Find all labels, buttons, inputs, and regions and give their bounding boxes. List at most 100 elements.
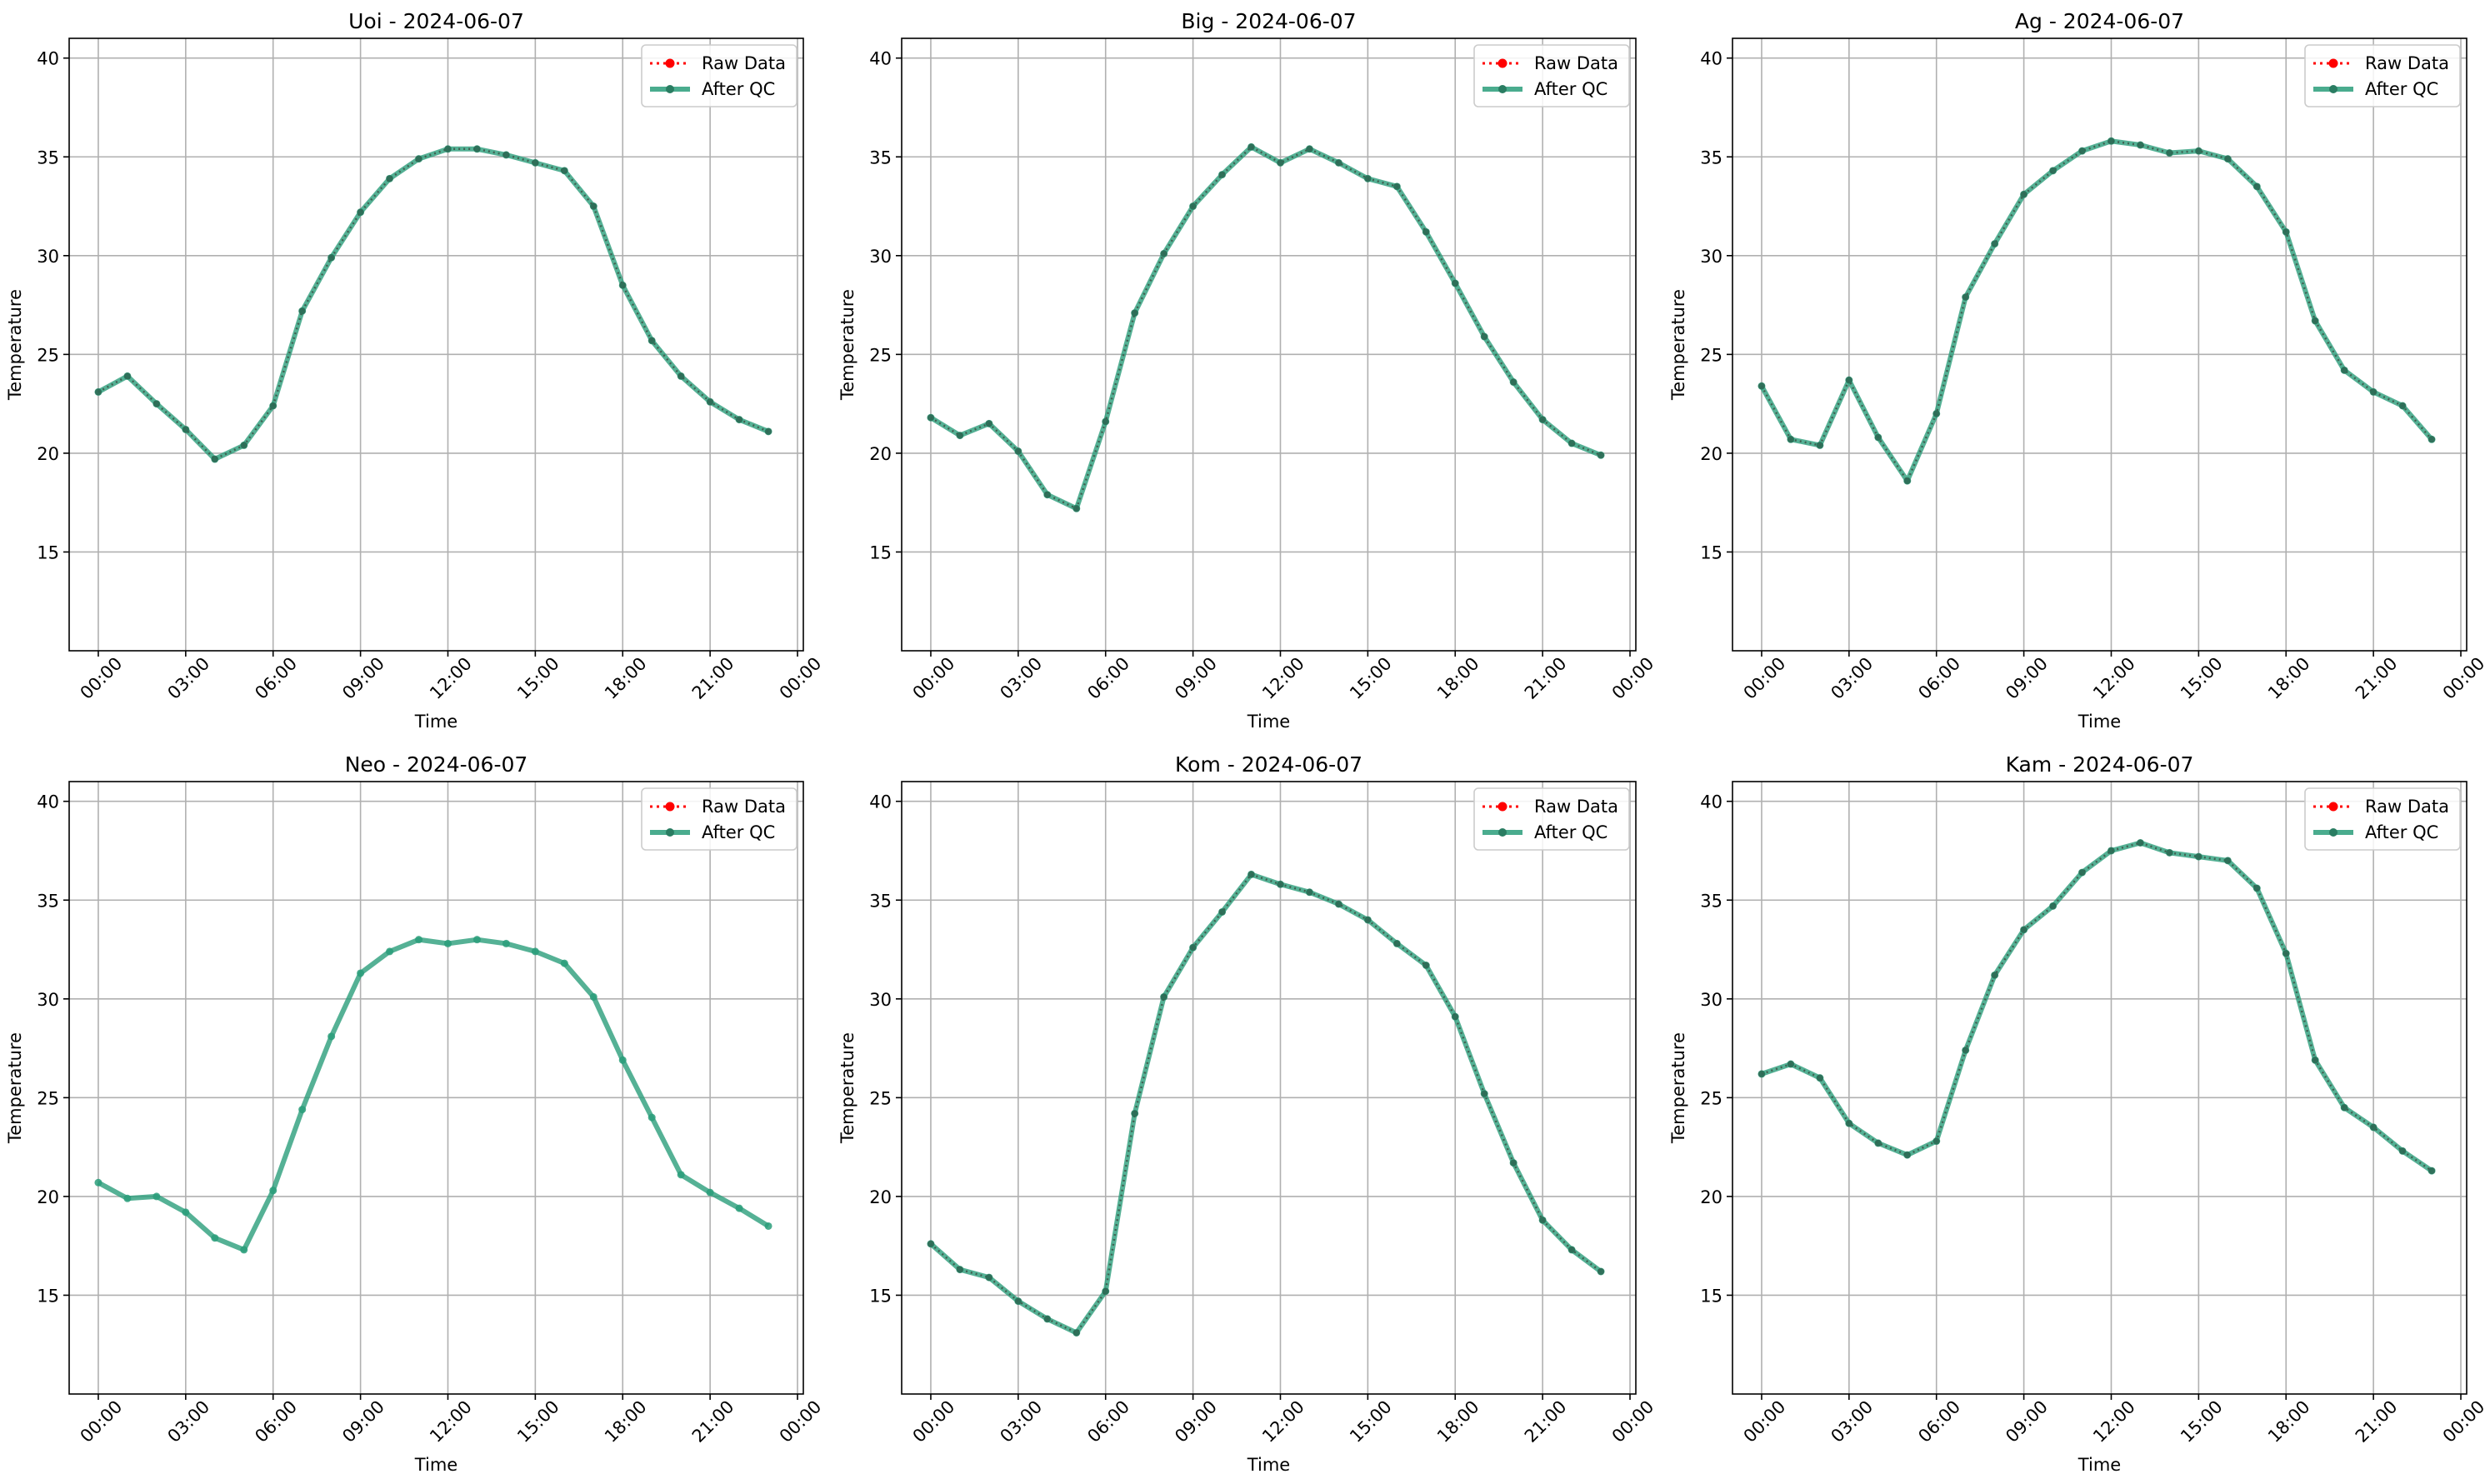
y-tick-label: 25: [37, 1088, 59, 1108]
data-point: [1510, 1159, 1518, 1167]
y-axis-label: Temperature: [1668, 1032, 1688, 1144]
x-tick-label: 15:00: [513, 1397, 563, 1447]
data-point: [2282, 950, 2290, 957]
data-point: [618, 1056, 627, 1064]
data-point: [1043, 491, 1051, 498]
data-point: [1277, 881, 1284, 888]
data-point: [1248, 871, 1255, 878]
data-point: [1189, 944, 1197, 952]
y-tick-label: 25: [1700, 1088, 1722, 1108]
data-point: [2370, 388, 2378, 396]
data-point: [1043, 1315, 1051, 1322]
series-raw-data: [94, 145, 772, 463]
series-after-qc: [1758, 839, 2436, 1175]
data-point: [1014, 447, 1022, 455]
x-tick-label: 21:00: [1521, 1397, 1571, 1447]
data-point: [2166, 849, 2173, 857]
series-raw-data: [927, 871, 1605, 1337]
grid: [1732, 38, 2467, 651]
data-point: [2253, 885, 2261, 892]
data-point: [1131, 309, 1138, 317]
data-point: [619, 282, 627, 289]
data-point: [1539, 416, 1547, 423]
data-point: [1816, 442, 1823, 449]
data-point: [1481, 333, 1488, 341]
data-point: [1874, 1139, 1882, 1147]
data-point: [927, 1240, 934, 1247]
x-tick-label: 03:00: [1827, 653, 1877, 703]
data-point: [1481, 1090, 1488, 1097]
series-line: [930, 872, 1602, 1335]
legend-label-raw: Raw Data: [2365, 797, 2449, 817]
subplot-title: Uoi - 2024-06-07: [348, 9, 524, 33]
data-point: [211, 1234, 219, 1242]
data-point: [2399, 402, 2407, 409]
subplot-title: Neo - 2024-06-07: [345, 752, 528, 777]
x-tick-label: 15:00: [513, 653, 563, 703]
legend-label-raw: Raw Data: [1534, 797, 1618, 817]
x-tick-label: 18:00: [601, 1397, 651, 1447]
subplot-title: Kom - 2024-06-07: [1175, 752, 1362, 777]
data-point: [1903, 1152, 1911, 1159]
data-point: [764, 1222, 772, 1230]
x-tick-label: 21:00: [1521, 653, 1571, 703]
legend-marker-qc: [1498, 85, 1507, 93]
data-point: [765, 427, 772, 435]
data-point: [386, 947, 394, 956]
grid: [69, 782, 803, 1394]
legend: Raw Data After QC: [2304, 44, 2461, 107]
series-raw-data: [927, 143, 1605, 512]
x-tick-label: 06:00: [1083, 653, 1133, 703]
y-tick-label: 20: [869, 444, 892, 464]
data-point: [2020, 191, 2028, 198]
series-line: [1759, 138, 2434, 484]
series-after-qc: [927, 870, 1605, 1337]
data-point: [1991, 972, 1998, 979]
subplot-1: 15 20 25 30 35 40 00:00 03:00 06:00 09:00 12:00 15:…: [5, 9, 825, 732]
data-point: [2428, 1167, 2436, 1175]
data-point: [123, 1194, 132, 1202]
subplot-2: 15 20 25 30 35 40 00:00 03:00 06:00 09:00 12:00 15:…: [838, 9, 1658, 732]
legend-label-raw: Raw Data: [1534, 53, 1618, 73]
data-point: [1539, 1217, 1547, 1224]
y-tick-label: 20: [869, 1187, 892, 1207]
data-point: [1277, 159, 1284, 167]
series-after-qc: [94, 936, 772, 1254]
data-point: [94, 388, 102, 396]
data-point: [2282, 228, 2290, 236]
data-point: [472, 936, 481, 944]
data-point: [2049, 902, 2057, 910]
x-tick-label: 06:00: [251, 653, 301, 703]
data-point: [1758, 1070, 1765, 1077]
x-tick-label: 03:00: [996, 653, 1046, 703]
y-axis-label: Temperature: [5, 289, 25, 401]
x-tick-label: 03:00: [163, 653, 213, 703]
data-point: [1335, 159, 1342, 167]
y-tick-label: 20: [1700, 444, 1722, 464]
data-point: [94, 1178, 102, 1187]
y-tick-label: 35: [869, 147, 892, 167]
data-point: [677, 1171, 685, 1179]
y-tick-label: 35: [37, 147, 59, 167]
data-point: [443, 939, 452, 947]
series-after-qc: [927, 142, 1605, 512]
data-point: [956, 432, 963, 439]
data-point: [2312, 1057, 2319, 1064]
data-point: [1903, 477, 1911, 485]
data-point: [1102, 417, 1109, 425]
legend: Raw Data After QC: [1473, 787, 1630, 851]
data-point: [1160, 250, 1168, 257]
x-tick-label: 21:00: [688, 653, 738, 703]
plot-frame: [68, 37, 804, 652]
x-tick-label: 00:00: [1740, 1397, 1790, 1447]
data-point: [502, 939, 510, 947]
y-tick-label: 25: [1700, 345, 1722, 365]
x-tick-label: 21:00: [688, 1397, 738, 1447]
data-point: [985, 1274, 992, 1282]
x-tick-label: 15:00: [2177, 1397, 2227, 1447]
y-tick-label: 35: [869, 891, 892, 911]
data-point: [1393, 182, 1401, 190]
data-point: [1422, 962, 1430, 969]
x-tick-label: 18:00: [2264, 1397, 2314, 1447]
data-point: [357, 208, 364, 216]
